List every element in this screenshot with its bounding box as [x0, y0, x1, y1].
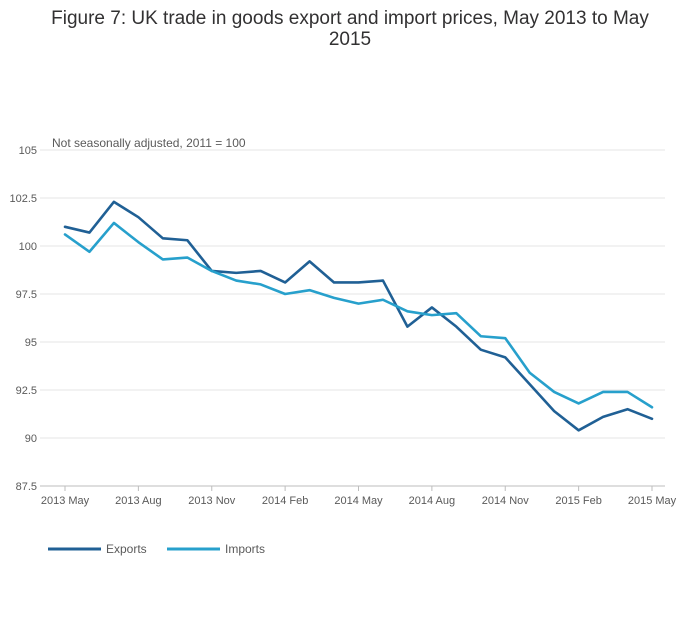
x-tick-label: 2015 May — [628, 495, 677, 507]
x-tick-label: 2013 Nov — [188, 495, 236, 507]
x-tick-label: 2013 Aug — [115, 495, 162, 507]
grid-lines — [40, 149, 665, 487]
series-lines — [63, 200, 654, 432]
y-tick-label: 102.5 — [9, 193, 37, 205]
x-tick-label: 2014 Nov — [482, 495, 530, 507]
x-tick-label: 2014 Aug — [409, 495, 456, 507]
chart-title-line-1: Figure 7: UK trade in goods export and i… — [51, 8, 649, 29]
y-tick-label: 87.5 — [16, 481, 37, 493]
legend[interactable]: Exports Imports — [48, 542, 265, 556]
series-line-imports — [63, 221, 654, 409]
legend-label: Exports — [106, 542, 147, 556]
legend-item-imports[interactable]: Imports — [167, 542, 265, 556]
x-tick-label: 2015 Feb — [555, 495, 601, 507]
chart-title: Figure 7: UK trade in goods export and i… — [0, 8, 700, 50]
y-tick-label: 95 — [25, 337, 37, 349]
chart-subtitle: Not seasonally adjusted, 2011 = 100 — [52, 136, 246, 150]
series-line-exports — [63, 200, 654, 432]
chart-title-line-2: 2015 — [328, 29, 372, 50]
x-axis: 2013 May 2013 Aug 2013 Nov 2014 Feb 2014 May… — [41, 486, 677, 507]
legend-item-exports[interactable]: Exports — [48, 542, 147, 556]
y-tick-label: 92.5 — [16, 385, 37, 397]
x-tick-label: 2013 May — [41, 495, 90, 507]
y-tick-label: 100 — [19, 241, 37, 253]
y-axis: 87.5 90 92.5 95 97.5 100 102.5 105 — [9, 145, 37, 493]
y-tick-label: 97.5 — [16, 289, 37, 301]
legend-label: Imports — [225, 542, 265, 556]
y-tick-label: 90 — [25, 433, 37, 445]
x-tick-label: 2014 May — [334, 495, 383, 507]
x-tick-label: 2014 Feb — [262, 495, 308, 507]
y-tick-label: 105 — [19, 145, 37, 157]
